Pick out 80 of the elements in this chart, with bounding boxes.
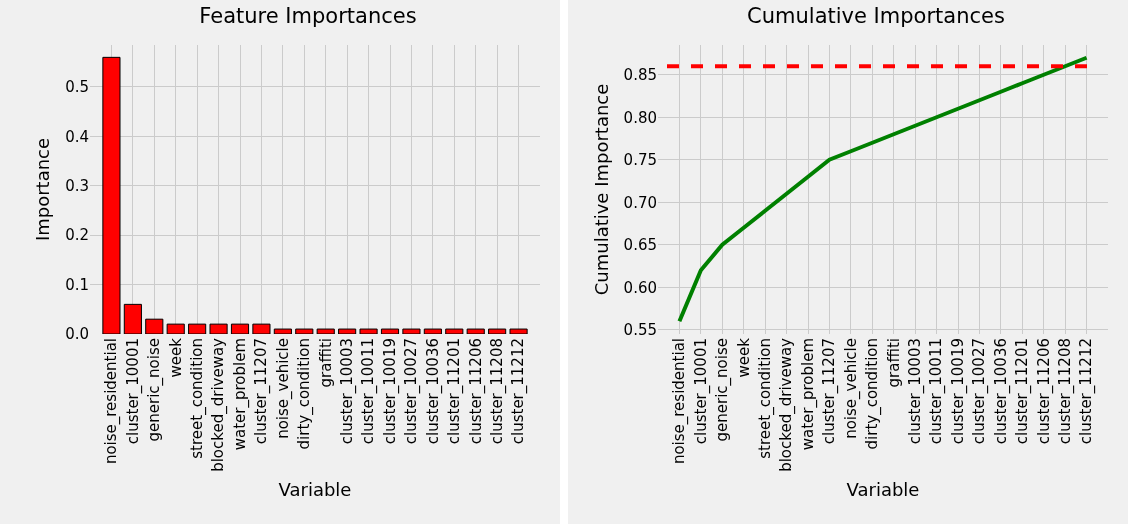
y-tick-label: 0.55 [623, 321, 657, 339]
bar [230, 323, 250, 334]
x-tick-label: street_condition [756, 338, 776, 459]
y-tick-label: 0.4 [65, 127, 89, 146]
x-axis-title: Variable [278, 478, 352, 500]
chart-title: Feature Importances [199, 3, 417, 28]
x-tick-label: noise_residential [102, 338, 122, 465]
bar [166, 323, 185, 334]
x-tick-label: generic_noise [713, 338, 733, 442]
y-tick-label: 0.1 [65, 275, 89, 294]
x-tick-label: cluster_11201 [445, 338, 465, 445]
x-tick-label: generic_noise [145, 338, 165, 442]
x-tick-label: noise_vehicle [273, 338, 293, 439]
x-tick-label: cluster_10036 [991, 338, 1011, 445]
y-tick-label: 0.65 [623, 236, 657, 254]
chart-title: Cumulative Importances [747, 3, 1005, 28]
bar [209, 323, 228, 334]
x-tick-label: cluster_11207 [252, 338, 272, 445]
y-tick-label: 0.60 [623, 278, 657, 297]
bar [509, 328, 528, 334]
x-tick-label: noise_residential [670, 338, 690, 465]
x-tick-label: cluster_10027 [402, 338, 422, 445]
y-axis-title: Cumulative Importance [590, 83, 612, 296]
y-axis-title: Importance [32, 137, 54, 242]
bar [338, 328, 357, 334]
x-tick-label: cluster_10001 [691, 338, 711, 445]
y-tick-label: 0.85 [623, 66, 657, 84]
bar [445, 328, 464, 334]
x-tick-label: blocked_driveway [777, 337, 797, 472]
bar [252, 323, 271, 334]
x-tick-label: cluster_11212 [1077, 338, 1097, 445]
x-tick-label: noise_vehicle [841, 338, 861, 439]
x-tick-label: cluster_11212 [509, 338, 529, 445]
y-tick-label: 0.70 [623, 193, 657, 212]
x-tick-label: cluster_11208 [488, 338, 508, 445]
bar [359, 328, 378, 334]
bar [102, 56, 121, 334]
bar [466, 328, 485, 334]
bar [380, 328, 400, 334]
x-axis-title: Variable [846, 478, 920, 500]
x-tick-label: cluster_10019 [380, 338, 400, 445]
x-tick-label: cluster_11206 [466, 338, 486, 445]
bar [273, 328, 292, 334]
y-tick-label: 0.5 [65, 78, 89, 97]
x-tick-label: cluster_11206 [1034, 338, 1054, 445]
y-tick-label: 0.75 [623, 151, 657, 169]
y-tick-label: 0.0 [65, 325, 89, 344]
x-tick-label: week [734, 337, 753, 378]
line-series [677, 55, 1089, 324]
x-tick-label: water_problem [798, 338, 818, 451]
bar [295, 328, 314, 334]
x-tick-label: dirty_condition [295, 338, 315, 450]
x-tick-label: cluster_10011 [927, 338, 947, 445]
bar [145, 318, 164, 334]
x-tick-label: blocked_driveway [209, 337, 229, 472]
y-tick-label: 0.80 [623, 108, 657, 127]
x-tick-label: cluster_10001 [123, 338, 143, 445]
x-tick-label: graffiti [884, 338, 903, 388]
x-tick-label: cluster_10019 [948, 338, 968, 445]
x-tick-label: water_problem [230, 338, 250, 451]
y-tick-label: 0.3 [65, 177, 89, 196]
y-tick-label: 0.2 [65, 226, 89, 245]
bar [188, 323, 207, 334]
bar [423, 328, 442, 334]
bar [488, 328, 507, 334]
x-tick-label: cluster_10027 [970, 338, 990, 445]
x-tick-label: graffiti [316, 338, 335, 388]
x-tick-label: dirty_condition [863, 338, 883, 450]
x-tick-label: cluster_11208 [1056, 338, 1076, 445]
x-tick-label: cluster_10011 [359, 338, 379, 445]
x-tick-label: street_condition [188, 338, 208, 459]
x-tick-label: cluster_10036 [423, 338, 443, 445]
bar [123, 303, 142, 334]
x-tick-label: cluster_11207 [820, 338, 840, 445]
x-tick-label: cluster_10003 [338, 338, 358, 445]
x-tick-label: cluster_10003 [906, 338, 926, 445]
bar [402, 328, 421, 334]
bar [316, 328, 335, 334]
x-tick-label: week [166, 337, 185, 378]
x-tick-label: cluster_11201 [1013, 338, 1033, 445]
